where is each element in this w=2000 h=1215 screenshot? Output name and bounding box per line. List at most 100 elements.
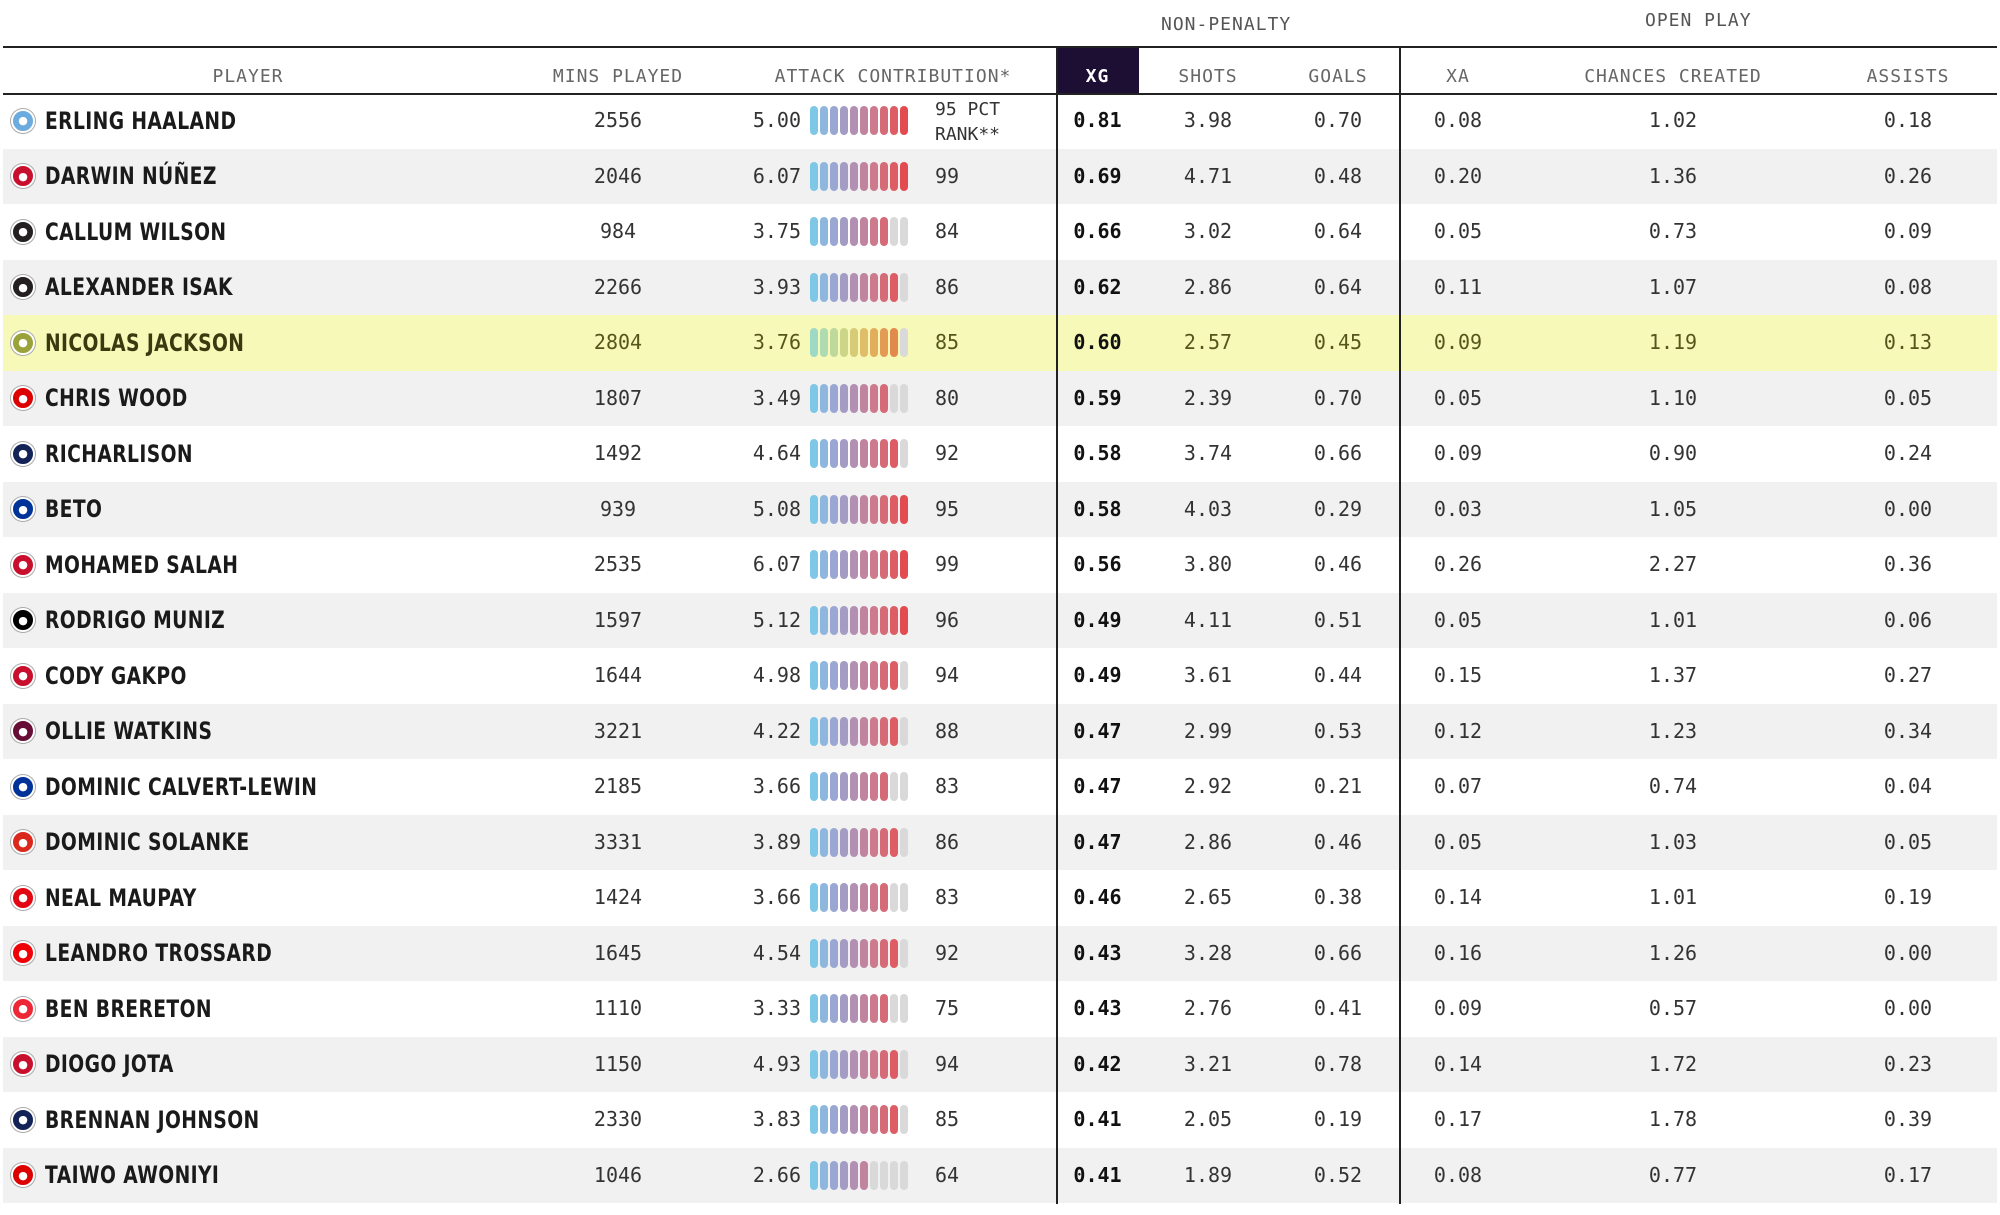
player-name[interactable]: OLLIE WATKINS: [45, 717, 213, 745]
percentile-bar-segment: [850, 217, 858, 246]
percentile-bar-segment: [850, 1160, 858, 1190]
table-row[interactable]: ● RICHARLISON 1492 4.64 92 0.58 3.74 0.66 0.09…: [3, 426, 1997, 482]
table-row[interactable]: ● DIOGO JOTA 1150 4.93 94 0.42 3.21 0.78 0.14 1…: [3, 1036, 1997, 1092]
chances-created-value: 1.23: [1648, 718, 1698, 743]
percentile-bar-segment: [840, 938, 848, 968]
table-row[interactable]: ● BRENNAN JOHNSON 2330 3.83 85 0.41 2.05 0.19…: [3, 1092, 1997, 1148]
chances-created-value: 0.73: [1648, 219, 1698, 243]
table-row[interactable]: ● RODRIGO MUNIZ 1597 5.12 96 0.49 4.11 0.51 0.…: [3, 592, 1997, 648]
goals-value: 0.38: [1313, 885, 1363, 909]
table-row[interactable]: ● ALEXANDER ISAK 2266 3.93 86 0.62 2.86 0.64 0…: [3, 259, 1997, 315]
player-name[interactable]: NICOLAS JACKSON: [45, 328, 245, 357]
header-assists[interactable]: ASSISTS: [1866, 66, 1950, 87]
xa-value: 0.08: [1433, 108, 1483, 132]
percentile-bar-segment: [810, 1160, 818, 1190]
table-row[interactable]: ● CHRIS WOOD 1807 3.49 80 0.59 2.39 0.70 0.05 1…: [3, 370, 1997, 426]
percentile-bar-segment: [860, 605, 868, 635]
header-xa[interactable]: XA: [1446, 66, 1470, 87]
percentile-bar-segment: [860, 994, 868, 1023]
percentile-bar-segment: [840, 883, 848, 912]
header-mins-played[interactable]: MINS PLAYED: [552, 66, 684, 87]
percentile-bar-segment: [830, 938, 838, 968]
attack-contribution-value: 5.12: [752, 607, 801, 632]
player-name[interactable]: CHRIS WOOD: [45, 384, 188, 412]
player-name[interactable]: BEN BRERETON: [45, 994, 212, 1023]
pct-rank-value: 83: [935, 774, 960, 798]
xg-value: 0.42: [1073, 1051, 1122, 1076]
table-row[interactable]: ● NEAL MAUPAY 1424 3.66 83 0.46 2.65 0.38 0.14…: [3, 870, 1997, 926]
assists-value: 0.06: [1883, 607, 1933, 632]
percentile-bar-segment: [880, 1105, 888, 1134]
player-name[interactable]: DOMINIC SOLANKE: [45, 828, 250, 856]
percentile-bar-segment: [890, 716, 898, 746]
player-cell: ● BEN BRERETON: [11, 981, 259, 1036]
player-name[interactable]: DOMINIC CALVERT-LEWIN: [45, 772, 318, 801]
percentile-bars: [810, 605, 908, 635]
player-cell: ● NEAL MAUPAY: [11, 870, 239, 925]
assists-value: 0.39: [1883, 1107, 1933, 1131]
player-name[interactable]: RICHARLISON: [45, 439, 193, 468]
xg-value: 0.81: [1073, 108, 1122, 132]
percentile-bar-segment: [890, 439, 898, 468]
goals-value: 0.64: [1313, 219, 1363, 243]
header-goals[interactable]: GOALS: [1308, 66, 1368, 87]
player-name[interactable]: LEANDRO TROSSARD: [45, 939, 273, 967]
header-shots[interactable]: SHOTS: [1178, 66, 1238, 87]
percentile-bar-segment: [820, 605, 828, 635]
table-row[interactable]: ● BEN BRERETON 1110 3.33 75 0.43 2.76 0.41 0.0…: [3, 981, 1997, 1037]
attack-contribution-value: 3.33: [752, 996, 801, 1020]
player-name[interactable]: BRENNAN JOHNSON: [45, 1105, 260, 1134]
player-name[interactable]: RODRIGO MUNIZ: [45, 606, 226, 634]
table-row[interactable]: ● DARWIN NÚÑEZ 2046 6.07 99 0.69 4.71 0.48 0.2…: [3, 148, 1997, 204]
table-row[interactable]: ● LEANDRO TROSSARD 1645 4.54 92 0.43 3.28 0.6…: [3, 925, 1997, 981]
crest-tottenham-icon: ●: [11, 1107, 35, 1132]
table-row[interactable]: ● ERLING HAALAND 2556 5.00 95 PCT RANK** 0.8…: [3, 93, 1997, 149]
percentile-bar-segment: [890, 883, 898, 912]
player-name[interactable]: CALLUM WILSON: [45, 217, 227, 246]
shots-value: 4.71: [1183, 163, 1233, 188]
pct-rank-value: 64: [935, 1162, 960, 1187]
percentile-bar-segment: [810, 383, 818, 413]
table-row[interactable]: ● NICOLAS JACKSON 2804 3.76 85 0.60 2.57 0.45…: [3, 315, 1997, 371]
percentile-bar-segment: [880, 1160, 888, 1190]
table-row[interactable]: ● TAIWO AWONIYI 1046 2.66 64 0.41 1.89 0.52 0.…: [3, 1147, 1997, 1203]
player-name[interactable]: BETO: [45, 495, 103, 523]
table-row[interactable]: ● DOMINIC SOLANKE 3331 3.89 86 0.47 2.86 0.46…: [3, 814, 1997, 870]
player-name[interactable]: CODY GAKPO: [45, 661, 187, 690]
percentile-bar-segment: [890, 827, 898, 857]
crest-bournemouth-icon: ●: [11, 830, 35, 854]
percentile-bar-segment: [840, 439, 848, 468]
crest-fulham-icon: ●: [11, 608, 35, 632]
header-xg[interactable]: XG: [1056, 48, 1139, 93]
xa-value: 0.03: [1433, 496, 1483, 521]
percentile-bar-segment: [840, 827, 848, 857]
percentile-bar-segment: [820, 439, 828, 468]
player-name[interactable]: ERLING HAALAND: [45, 106, 237, 135]
percentile-bar-segment: [840, 661, 848, 690]
player-name[interactable]: MOHAMED SALAH: [45, 550, 239, 579]
table-row[interactable]: ● CALLUM WILSON 984 3.75 84 0.66 3.02 0.64 0.0…: [3, 204, 1997, 260]
mins-played: 2046: [593, 163, 643, 188]
crest-everton-icon: ●: [11, 774, 35, 799]
table-row[interactable]: ● MOHAMED SALAH 2535 6.07 99 0.56 3.80 0.46 0.…: [3, 537, 1997, 593]
percentile-bar-segment: [860, 161, 868, 191]
header-attack-contribution[interactable]: ATTACK CONTRIBUTION*: [774, 66, 1012, 87]
table-row[interactable]: ● BETO 939 5.08 95 0.58 4.03 0.29 0.03 1.05 0.00: [3, 481, 1997, 537]
player-name[interactable]: ALEXANDER ISAK: [45, 273, 233, 301]
percentile-bar-segment: [830, 494, 838, 524]
percentile-bar-segment: [870, 772, 878, 801]
attack-contribution-value: 3.89: [752, 829, 801, 854]
player-name[interactable]: DIOGO JOTA: [45, 1050, 174, 1078]
assists-value: 0.09: [1883, 219, 1933, 243]
player-name[interactable]: DARWIN NÚÑEZ: [45, 162, 217, 190]
percentile-bar-segment: [820, 494, 828, 524]
player-name[interactable]: TAIWO AWONIYI: [45, 1161, 220, 1189]
header-player[interactable]: PLAYER: [212, 66, 284, 87]
table-row[interactable]: ● CODY GAKPO 1644 4.98 94 0.49 3.61 0.44 0.15 1…: [3, 648, 1997, 704]
table-row[interactable]: ● OLLIE WATKINS 3221 4.22 88 0.47 2.99 0.53 0.…: [3, 703, 1997, 759]
player-name[interactable]: NEAL MAUPAY: [45, 883, 197, 912]
xg-value: 0.43: [1073, 996, 1122, 1020]
percentile-bar-segment: [810, 550, 818, 579]
header-chances-created[interactable]: CHANCES CREATED: [1584, 66, 1762, 87]
table-row[interactable]: ● DOMINIC CALVERT-LEWIN 2185 3.66 83 0.47 2.…: [3, 759, 1997, 815]
